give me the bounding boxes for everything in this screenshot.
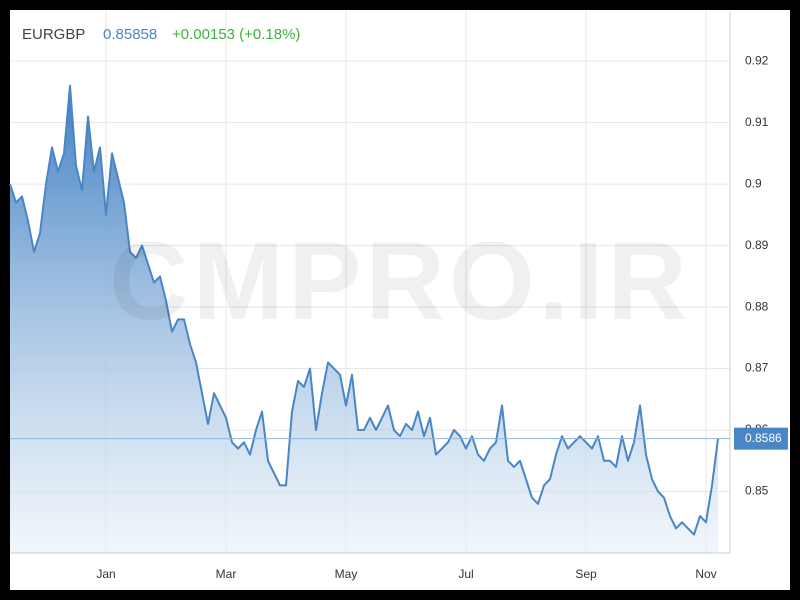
axes: 0.850.860.870.880.890.90.910.92JanMarMay…	[10, 12, 788, 581]
x-tick-label: Nov	[695, 567, 716, 581]
plot	[9, 84, 730, 554]
x-tick-label: May	[335, 567, 358, 581]
y-tick-label: 0.89	[745, 238, 769, 252]
watermark: CMPRO.IR	[109, 220, 691, 343]
y-tick-label: 0.87	[745, 361, 769, 375]
x-tick-label: Jan	[96, 567, 115, 581]
line	[9, 84, 719, 536]
last-price-label: 0.8586	[745, 431, 782, 445]
y-tick-label: 0.92	[745, 53, 769, 67]
x-tick-label: Jul	[458, 567, 473, 581]
x-tick-label: Mar	[216, 567, 237, 581]
symbol: EURGBP	[22, 26, 85, 43]
x-tick-label: Sep	[575, 567, 597, 581]
area	[10, 85, 718, 554]
change: +0.00153 (+0.18%)	[172, 26, 300, 43]
y-tick-label: 0.85	[745, 484, 769, 498]
last-price-box	[734, 427, 788, 450]
price: 0.85858	[103, 26, 157, 43]
y-tick-label: 0.9	[745, 176, 762, 190]
y-tick-label: 0.88	[745, 299, 769, 313]
y-tick-label: 0.91	[745, 115, 769, 129]
